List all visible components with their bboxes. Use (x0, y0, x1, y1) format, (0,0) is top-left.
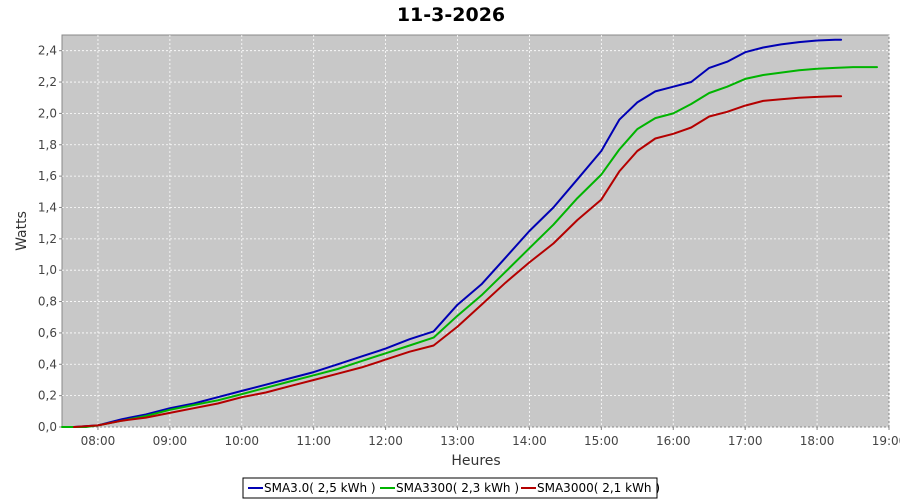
legend: SMA3.0( 2,5 kWh ) SMA3300( 2,3 kWh ) SMA… (242, 477, 660, 499)
y-tick-label: 2,4 (38, 44, 57, 58)
series-line-1 (61, 66, 878, 428)
y-tick-label: 1,8 (38, 138, 57, 152)
y-tick-label: 0,2 (38, 389, 57, 403)
legend-item-0: SMA3.0( 2,5 kWh ) (248, 481, 376, 495)
x-tick-label: 19:00 (872, 434, 900, 448)
y-tick-label: 1,4 (38, 200, 57, 214)
y-axis-label: Watts (14, 211, 30, 251)
chart-title: 11-3-2026 (397, 4, 505, 26)
y-tick-label: 2,0 (38, 106, 57, 120)
y-tick-label: 1,0 (38, 263, 57, 277)
x-tick-label: 16:00 (656, 434, 691, 448)
y-tick-label: 0,4 (38, 357, 57, 371)
x-tick-label: 13:00 (440, 434, 475, 448)
y-tick-label: 2,2 (38, 75, 57, 89)
plot-area (61, 34, 890, 428)
legend-label-2: SMA3000( 2,1 kWh ) (537, 481, 660, 495)
x-axis-label: Heures (451, 453, 500, 469)
x-tick-label: 18:00 (800, 434, 835, 448)
y-tick-label: 0,8 (38, 295, 57, 309)
legend-label-1: SMA3300( 2,3 kWh ) (396, 481, 519, 495)
ticks: 08:00 09:00 10:00 11:00 12:00 13:00 14:00 15:00… (38, 44, 900, 448)
y-tick-label: 0,0 (38, 420, 57, 434)
x-tick-label: 09:00 (153, 434, 188, 448)
series-line-0 (73, 38, 843, 428)
x-tick-label: 15:00 (584, 434, 619, 448)
y-tick-label: 0,6 (38, 326, 57, 340)
x-tick-label: 14:00 (512, 434, 547, 448)
x-tick-label: 11:00 (296, 434, 331, 448)
x-tick-label: 08:00 (81, 434, 116, 448)
series-line-2 (73, 95, 843, 428)
x-tick-label: 17:00 (728, 434, 763, 448)
y-tick-label: 1,2 (38, 232, 57, 246)
legend-item-2: SMA3000( 2,1 kWh ) (521, 481, 660, 495)
legend-box (242, 477, 658, 499)
series-group (61, 38, 878, 428)
legend-item-1: SMA3300( 2,3 kWh ) (380, 481, 519, 495)
legend-label-0: SMA3.0( 2,5 kWh ) (264, 481, 376, 495)
y-tick-label: 1,6 (38, 169, 57, 183)
x-tick-label: 12:00 (368, 434, 403, 448)
x-tick-label: 10:00 (224, 434, 259, 448)
